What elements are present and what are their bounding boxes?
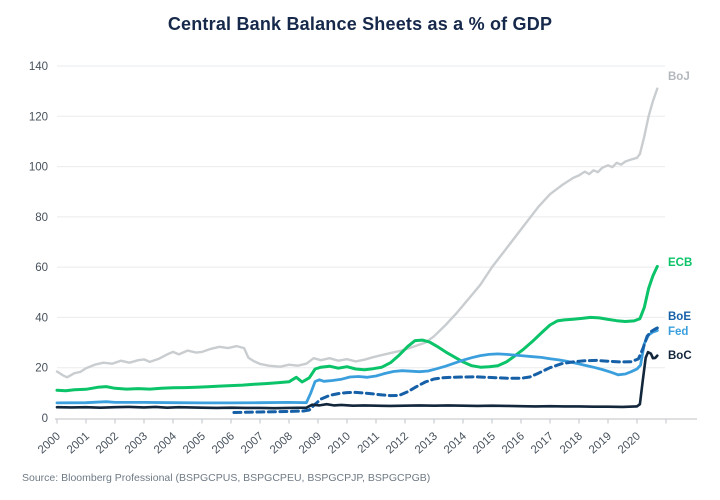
x-tick-label: 2002 [94, 430, 121, 456]
x-tick-label: 2005 [181, 430, 208, 456]
y-tick-label: 100 [29, 162, 48, 174]
y-tick-label: 20 [35, 363, 48, 375]
series-line-boe [232, 326, 659, 414]
legend-label-boe: BoE [668, 311, 691, 323]
legend-label-boc: BoC [668, 350, 692, 362]
legend-label-boj: BoJ [668, 71, 690, 83]
series-line-fed [55, 329, 659, 405]
x-tick-label: 2008 [268, 430, 295, 456]
x-tick-label: 2017 [529, 430, 556, 456]
x-tick-label: 2001 [65, 430, 92, 456]
x-tick-label: 2003 [123, 430, 150, 456]
y-tick-label: 40 [35, 312, 48, 324]
x-tick-label: 2020 [616, 430, 643, 456]
x-tick-label: 2011 [356, 430, 382, 455]
y-tick-label: 120 [29, 111, 48, 123]
y-tick-label: 140 [29, 61, 48, 73]
legend-label-ecb: ECB [668, 257, 692, 269]
series-line-ecb [55, 264, 659, 393]
series-line-boj [55, 87, 659, 379]
x-tick-label: 2016 [500, 430, 527, 456]
x-tick-label: 2007 [239, 430, 266, 456]
chart-title: Central Bank Balance Sheets as a % of GD… [167, 14, 553, 34]
x-tick-label: 2019 [587, 430, 614, 456]
x-tick-label: 2006 [210, 430, 237, 456]
y-tick-label: 80 [35, 212, 48, 224]
x-tick-label: 2015 [471, 430, 498, 456]
source-note: Source: Bloomberg Professional (BSPGCPUS… [22, 472, 431, 484]
gridlines [57, 65, 665, 369]
legend-label-fed: Fed [668, 326, 688, 338]
series-legend: BoJ ECB Fed BoE BoC [668, 71, 692, 362]
series-line-boc [55, 350, 659, 410]
series-lines [55, 87, 659, 414]
x-tick-label: 2009 [297, 430, 324, 456]
x-axis [55, 418, 697, 424]
x-tick-label: 2013 [413, 430, 440, 456]
x-tick-label: 2004 [152, 430, 179, 456]
y-tick-label: 60 [35, 262, 48, 274]
x-tick-label: 2014 [442, 430, 469, 456]
x-tick-label: 2012 [384, 430, 411, 456]
x-tick-label: 2000 [36, 430, 63, 456]
x-tick-label: 2018 [558, 430, 585, 456]
x-tick-label: 2010 [326, 430, 353, 456]
y-tick-label: 0 [42, 413, 48, 425]
